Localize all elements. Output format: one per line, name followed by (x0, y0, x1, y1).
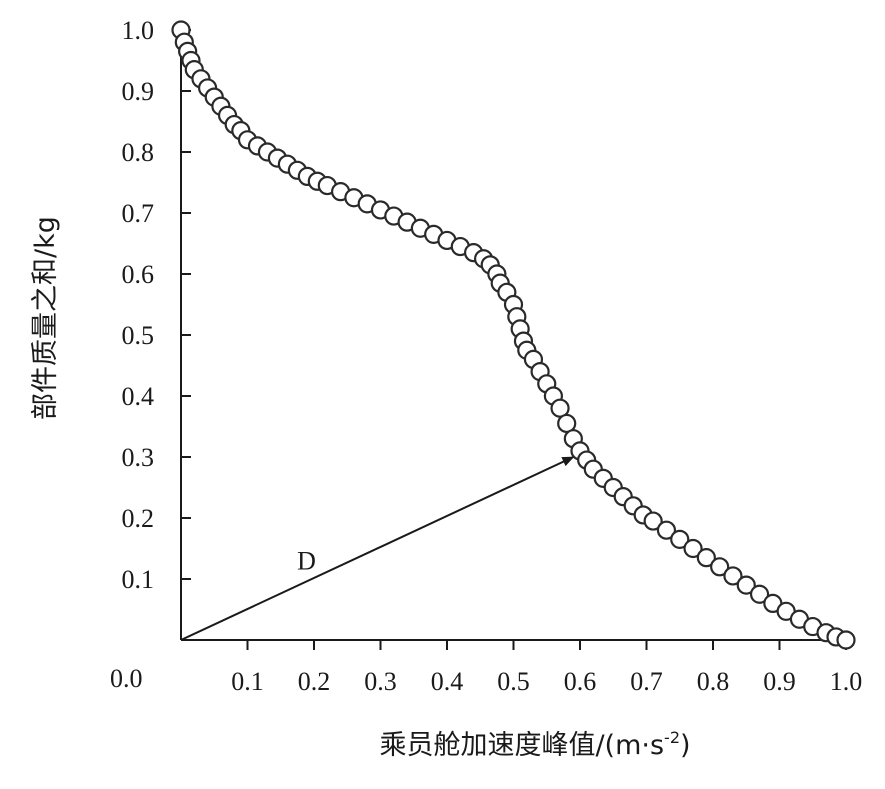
x-tick-label: 0.8 (697, 667, 730, 696)
y-tick-label: 0.6 (122, 260, 155, 289)
x-axis-ticks: 0.1 0.2 0.3 0.4 0.5 0.6 0.7 0.8 0.9 1.0 (231, 640, 862, 696)
y-tick-label: 0.3 (122, 443, 155, 472)
y-tick-label: 0.9 (122, 77, 155, 106)
y-tick-label: 0.2 (122, 504, 155, 533)
y-tick-label: 0.7 (122, 199, 155, 228)
data-point (696, 548, 716, 568)
x-tick-label: 0.2 (298, 667, 331, 696)
data-point (736, 575, 756, 595)
y-tick-label: 0.8 (122, 138, 155, 167)
x-axis-title-main: 乘员舱加速度峰值/(m·s (379, 730, 664, 761)
x-axis-title-close: ) (680, 730, 691, 761)
data-point (749, 584, 770, 604)
data-point (836, 630, 856, 650)
origin-label: 0.0 (110, 664, 143, 693)
annotation-arrow (180, 456, 575, 641)
x-tick-label: 0.9 (763, 667, 796, 696)
data-point (656, 520, 677, 540)
data-point (710, 557, 730, 577)
x-axis-title-superscript: -2 (664, 728, 680, 747)
x-axis-title: 乘员舱加速度峰值/(m·s-2) (379, 728, 690, 761)
annotation: D (180, 456, 575, 641)
data-point (683, 538, 703, 559)
x-tick-label: 0.1 (231, 667, 264, 696)
data-point (643, 511, 663, 531)
y-tick-label: 0.1 (122, 565, 155, 594)
x-tick-label: 0.4 (431, 667, 464, 696)
data-points (171, 20, 856, 650)
y-axis-title: 部件质量之和/kg (30, 216, 61, 420)
annotation-label: D (297, 546, 316, 575)
y-tick-label: 0.5 (122, 321, 155, 350)
x-tick-label: 0.5 (497, 667, 530, 696)
x-tick-label: 0.6 (564, 667, 597, 696)
data-point (723, 566, 743, 586)
x-tick-label: 0.7 (630, 667, 663, 696)
y-tick-label: 0.4 (122, 382, 155, 411)
y-tick-label: 1.0 (122, 16, 155, 45)
x-tick-label: 1.0 (830, 667, 863, 696)
x-tick-label: 0.3 (364, 667, 397, 696)
y-axis-ticks: 0.1 0.2 0.3 0.4 0.5 0.6 0.7 0.8 0.9 1.0 (122, 16, 191, 594)
data-point (670, 529, 690, 549)
